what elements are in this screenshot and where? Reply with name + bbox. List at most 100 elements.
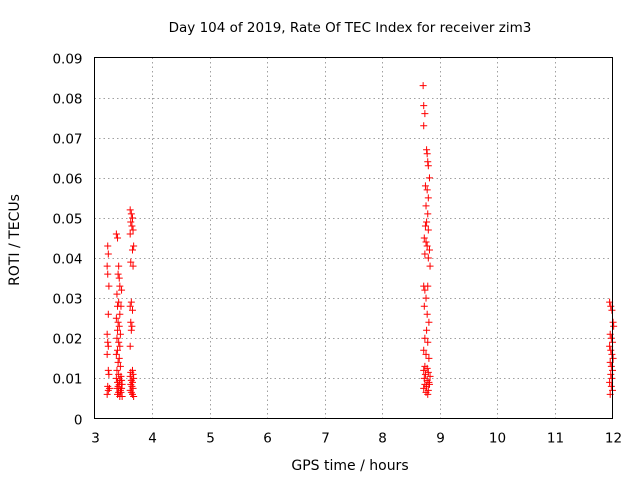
data-point bbox=[606, 342, 614, 350]
data-point bbox=[114, 318, 122, 326]
data-point bbox=[116, 330, 124, 338]
data-point bbox=[422, 294, 430, 302]
data-point bbox=[103, 350, 111, 358]
data-point bbox=[117, 372, 125, 380]
data-point bbox=[104, 250, 112, 258]
data-point bbox=[610, 322, 618, 330]
data-point bbox=[112, 314, 120, 322]
x-tick-label: 3 bbox=[91, 431, 100, 447]
data-point bbox=[607, 370, 615, 378]
data-point bbox=[423, 310, 431, 318]
data-point bbox=[115, 298, 123, 306]
data-point bbox=[118, 392, 126, 400]
data-point bbox=[424, 158, 432, 166]
chart-title: Day 104 of 2019, Rate Of TEC Index for r… bbox=[169, 20, 532, 36]
y-tick-label: 0.08 bbox=[52, 92, 82, 108]
data-points bbox=[103, 82, 618, 400]
y-tick-label: 0.02 bbox=[52, 332, 82, 348]
y-tick-label: 0.07 bbox=[52, 132, 82, 148]
data-point bbox=[423, 150, 431, 158]
data-point bbox=[609, 354, 617, 362]
data-point bbox=[117, 388, 125, 396]
data-point bbox=[608, 350, 616, 358]
data-point bbox=[115, 322, 123, 330]
data-point bbox=[422, 238, 430, 246]
x-tick-label: 12 bbox=[605, 431, 622, 447]
y-tick-label: 0.03 bbox=[52, 292, 82, 308]
data-point bbox=[103, 390, 111, 398]
data-point bbox=[422, 202, 430, 210]
data-point bbox=[128, 214, 136, 222]
data-point bbox=[419, 82, 427, 90]
data-point bbox=[421, 250, 429, 258]
data-point bbox=[421, 222, 429, 230]
data-point bbox=[115, 354, 123, 362]
data-point bbox=[115, 274, 123, 282]
data-point bbox=[607, 302, 615, 310]
y-tick-label: 0.01 bbox=[52, 372, 82, 388]
data-point bbox=[425, 354, 433, 362]
data-point bbox=[129, 226, 137, 234]
data-point bbox=[127, 298, 135, 306]
x-axis-label: GPS time / hours bbox=[291, 458, 408, 474]
data-point bbox=[103, 330, 111, 338]
x-tick-label: 10 bbox=[489, 431, 506, 447]
data-point bbox=[127, 210, 135, 218]
data-point bbox=[113, 334, 121, 342]
data-point bbox=[606, 298, 614, 306]
data-point bbox=[423, 242, 431, 250]
grid-lines bbox=[94, 57, 613, 419]
data-point bbox=[424, 194, 432, 202]
data-point bbox=[104, 310, 112, 318]
data-point bbox=[424, 254, 432, 262]
data-point bbox=[115, 262, 123, 270]
data-point bbox=[114, 270, 122, 278]
data-point bbox=[128, 246, 136, 254]
data-point bbox=[420, 346, 428, 354]
data-point bbox=[128, 222, 136, 230]
data-point bbox=[426, 372, 434, 380]
data-point bbox=[425, 246, 433, 254]
data-point bbox=[105, 282, 113, 290]
data-point bbox=[423, 146, 431, 154]
data-point bbox=[116, 310, 124, 318]
data-point bbox=[421, 110, 429, 118]
data-point bbox=[118, 286, 126, 294]
data-point bbox=[118, 384, 126, 392]
axis-ticks bbox=[95, 58, 614, 420]
data-point bbox=[105, 384, 113, 392]
data-point bbox=[424, 338, 432, 346]
data-point bbox=[423, 218, 431, 226]
data-point bbox=[420, 102, 428, 110]
data-point bbox=[114, 234, 122, 242]
data-point bbox=[608, 306, 616, 314]
data-point bbox=[425, 318, 433, 326]
x-tick-label: 11 bbox=[547, 431, 564, 447]
y-tick-label: 0.04 bbox=[52, 252, 82, 268]
data-point bbox=[425, 380, 433, 388]
x-tick-labels: 3 4 5 6 7 8 9 10 11 12 bbox=[91, 431, 622, 447]
data-point bbox=[607, 362, 615, 370]
data-point bbox=[115, 338, 123, 346]
y-tick-labels: 0 0.01 0.02 0.03 0.04 0.05 0.06 0.07 0.08 0.09 bbox=[52, 52, 82, 429]
data-point bbox=[126, 342, 134, 350]
data-point bbox=[104, 270, 112, 278]
y-tick-label: 0.06 bbox=[52, 172, 82, 188]
data-point bbox=[607, 346, 615, 354]
x-tick-label: 5 bbox=[206, 431, 215, 447]
data-point bbox=[128, 306, 136, 314]
data-point bbox=[424, 282, 432, 290]
data-point bbox=[118, 376, 126, 384]
data-point bbox=[423, 326, 431, 334]
data-point bbox=[420, 234, 428, 242]
data-point bbox=[130, 242, 138, 250]
data-point bbox=[421, 370, 429, 378]
data-point bbox=[104, 366, 112, 374]
data-point bbox=[424, 162, 432, 170]
y-tick-label: 0 bbox=[74, 413, 83, 429]
data-point bbox=[104, 242, 112, 250]
data-point bbox=[127, 218, 135, 226]
data-point bbox=[421, 334, 429, 342]
data-point bbox=[113, 366, 121, 374]
